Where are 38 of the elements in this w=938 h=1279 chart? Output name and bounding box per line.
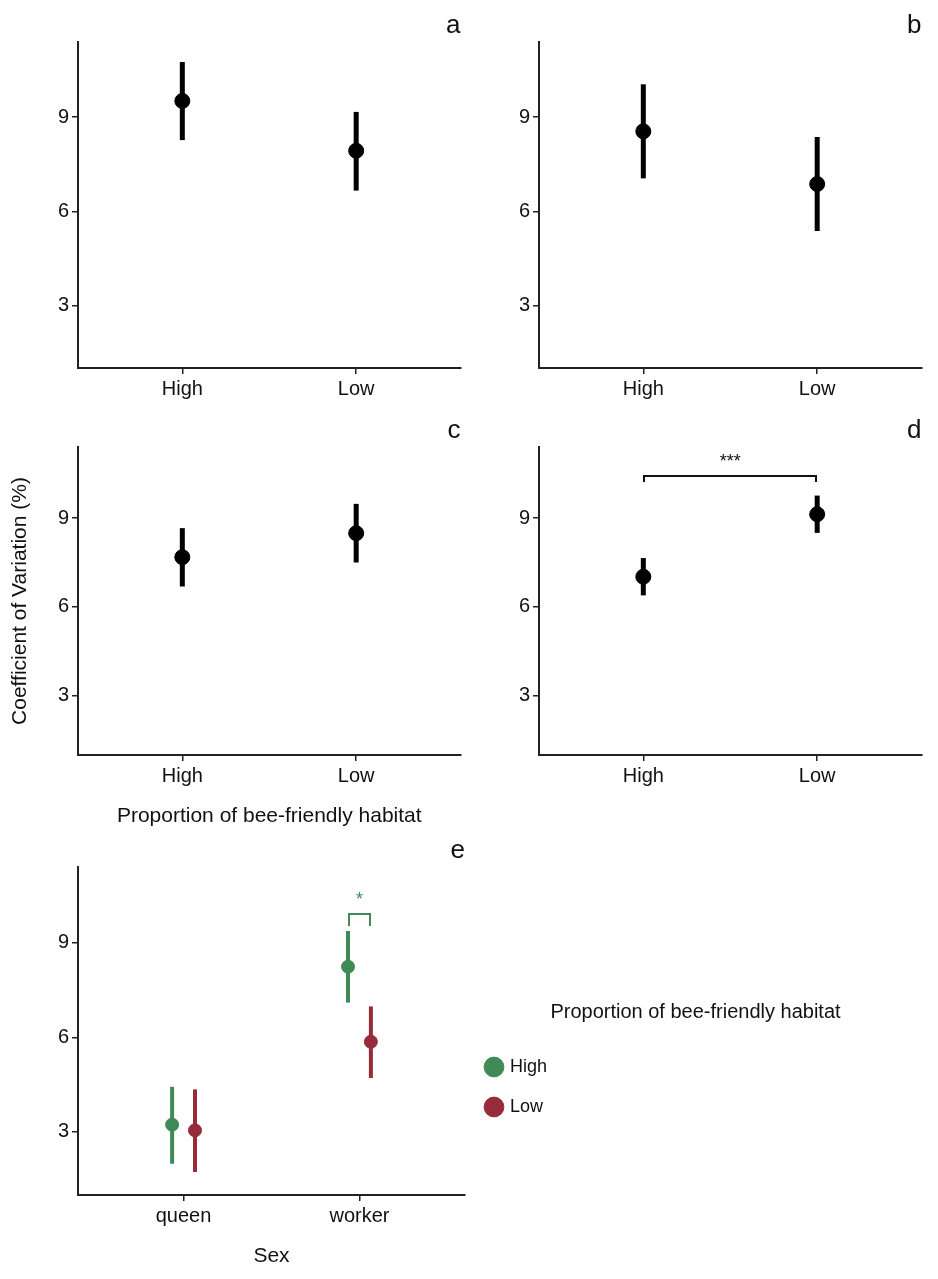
y-tick-label: 9	[57, 505, 69, 528]
y-tick-label: 9	[518, 505, 530, 528]
legend-label: Low	[510, 1095, 545, 1116]
y-tick-label: 3	[518, 683, 530, 706]
x-tick-label: High	[161, 376, 203, 399]
y-tick-label: 6	[57, 198, 69, 221]
y-tick-label: 9	[57, 104, 69, 127]
y-tick-label: 6	[518, 198, 530, 221]
x-tick-label: Low	[337, 763, 376, 786]
x-axis-title: Proportion of bee-friendly habitat	[116, 803, 422, 827]
annotation: *	[354, 888, 364, 909]
annotation: ***	[718, 450, 742, 471]
chart-title: e	[449, 834, 465, 864]
legend-label: High	[510, 1055, 548, 1076]
x-tick-label: High	[622, 376, 664, 399]
x-tick-label: Low	[798, 763, 837, 786]
y-tick-label: 6	[518, 594, 530, 617]
y-tick-label: 9	[57, 930, 69, 953]
y-tick-label: 9	[518, 104, 530, 127]
y-tick-label: 3	[57, 683, 69, 706]
chart-title: b	[906, 9, 922, 39]
chart-title: d	[906, 414, 922, 444]
y-tick-label: 6	[57, 594, 69, 617]
chart-title: c	[446, 414, 461, 444]
y-tick-label: 3	[57, 292, 69, 315]
y-axis-title: Coefficient of Variation (%)	[7, 477, 31, 725]
x-tick-label: High	[622, 763, 664, 786]
y-tick-label: 6	[57, 1024, 69, 1047]
x-axis-title: Sex	[253, 1243, 291, 1267]
x-tick-label: Low	[337, 376, 376, 399]
legend-title: Proportion of bee-friendly habitat	[550, 999, 842, 1022]
x-tick-label: High	[161, 763, 203, 786]
chart-title: a	[445, 9, 461, 39]
y-tick-label: 3	[518, 292, 530, 315]
x-tick-label: Low	[798, 376, 837, 399]
y-tick-label: 3	[57, 1119, 69, 1142]
x-tick-label: worker	[328, 1203, 390, 1226]
x-tick-label: queen	[155, 1203, 212, 1226]
